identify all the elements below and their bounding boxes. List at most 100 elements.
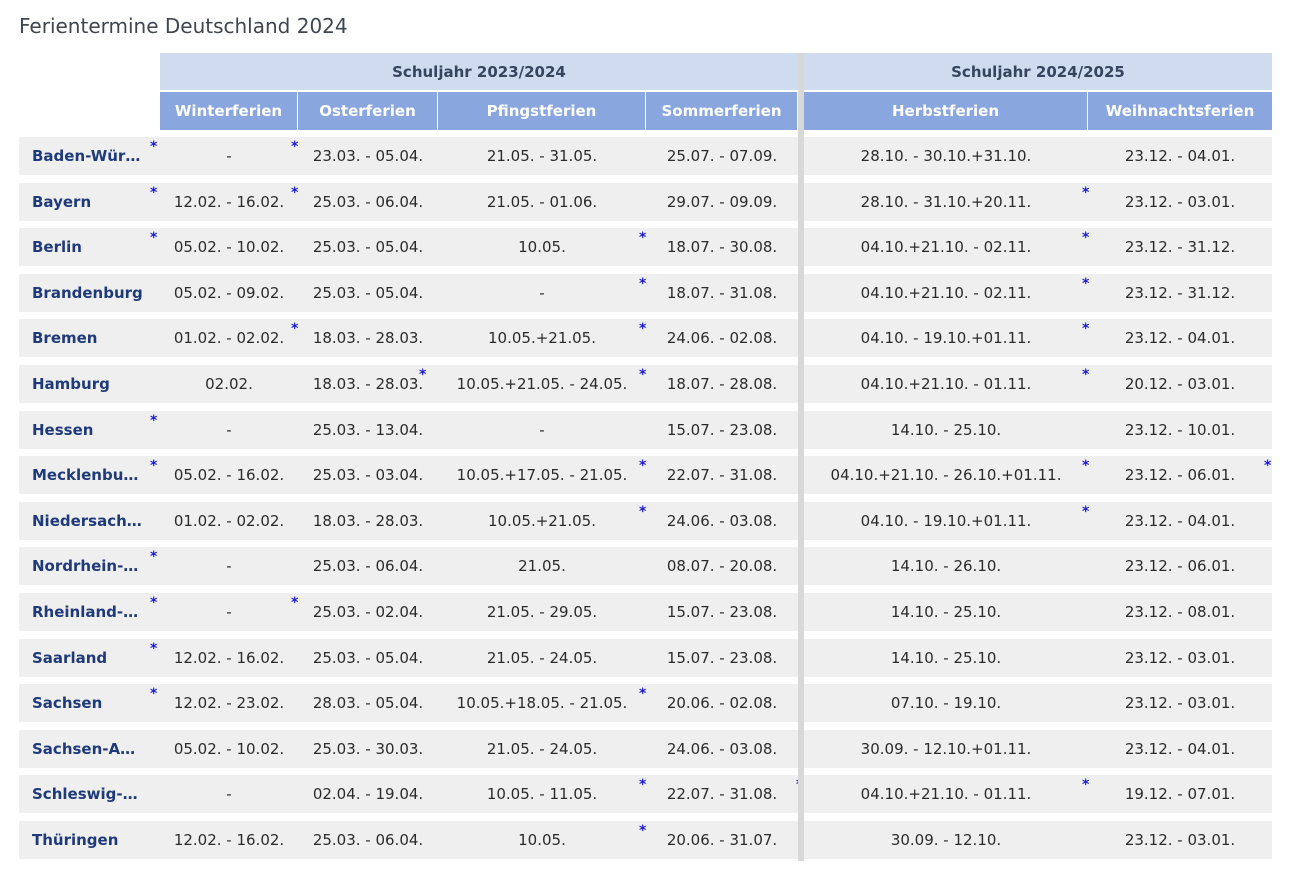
table-cell-winterferien: - [226, 785, 232, 803]
table-cell-osterferien: 18.03. - 28.03. [312, 512, 424, 530]
column-header-weihnachtsferien[interactable]: Weihnachtsferien [1088, 92, 1272, 130]
state-name-link[interactable]: Niedersach… [32, 512, 142, 530]
footnote-asterisk-icon[interactable]: * [150, 595, 158, 611]
state-name-link[interactable]: Thüringen [32, 831, 119, 849]
column-header-winterferien[interactable]: Winterferien [160, 92, 298, 130]
table-cell-winterferien: 01.02. - 02.02. [173, 329, 285, 347]
table-cell-sommerferien: 08.07. - 20.08. [666, 557, 778, 575]
page-title: Ferientermine Deutschland 2024 [19, 14, 348, 38]
table-cell-osterferien: 18.03. - 28.03. [312, 329, 424, 347]
table-cell-pfingstferien: 21.05. - 29.05. [486, 603, 598, 621]
state-name-link[interactable]: Rheinland-… [32, 603, 139, 621]
table-cell-sommerferien: 24.06. - 03.08. [666, 512, 778, 530]
table-cell-herbstferien: 04.10.+21.10. - 26.10.+01.11. [830, 466, 1062, 484]
state-name-link[interactable]: Sachsen [32, 694, 103, 712]
footnote-asterisk-icon[interactable]: * [639, 276, 647, 292]
state-name-link[interactable]: Hessen [32, 421, 94, 439]
table-cell-pfingstferien: 10.05.+17.05. - 21.05. [456, 466, 628, 484]
footnote-asterisk-icon[interactable]: * [150, 641, 158, 657]
table-cell-sommerferien: 18.07. - 31.08. [666, 284, 778, 302]
footnote-asterisk-icon[interactable]: * [1264, 458, 1272, 474]
state-name-link[interactable]: Bremen [32, 329, 98, 347]
footnote-asterisk-icon[interactable]: * [150, 413, 158, 429]
table-cell-herbstferien: 04.10.+21.10. - 01.11. [860, 785, 1032, 803]
table-cell-winterferien: - [226, 557, 232, 575]
table-cell-sommerferien: 15.07. - 23.08. [666, 649, 778, 667]
footnote-asterisk-icon[interactable]: * [291, 139, 299, 155]
table-row: Nordrhein-… - 25.03. - 06.04. 21.05. 08.07. … [19, 547, 1272, 585]
table-cell-herbstferien: 04.10.+21.10. - 02.11. [860, 284, 1032, 302]
table-cell-weihnachtsferien: 23.12. - 03.01. [1124, 694, 1236, 712]
table-cell-sommerferien: 15.07. - 23.08. [666, 603, 778, 621]
column-header-herbstferien[interactable]: Herbstferien [804, 92, 1088, 130]
table-cell-sommerferien: 22.07. - 31.08. [666, 785, 778, 803]
column-header-sommerferien[interactable]: Sommerferien [646, 92, 798, 130]
footnote-asterisk-icon[interactable]: * [639, 230, 647, 246]
table-cell-sommerferien: 20.06. - 31.07. [666, 831, 778, 849]
state-name-link[interactable]: Mecklenbu… [32, 466, 139, 484]
footnote-asterisk-icon[interactable]: * [150, 458, 158, 474]
table-cell-herbstferien: 04.10.+21.10. - 01.11. [860, 375, 1032, 393]
table-cell-osterferien: 28.03. - 05.04. [312, 694, 424, 712]
table-row: Sachsen-A… 05.02. - 10.02. 25.03. - 30.03.… [19, 730, 1272, 768]
footnote-asterisk-icon[interactable]: * [639, 321, 647, 337]
table-cell-osterferien: 25.03. - 05.04. [312, 284, 424, 302]
table-cell-herbstferien: 14.10. - 25.10. [890, 421, 1002, 439]
column-header-osterferien[interactable]: Osterferien [298, 92, 438, 130]
table-row: Berlin 05.02. - 10.02. 25.03. - 05.04. 10.0… [19, 228, 1272, 266]
table-cell-weihnachtsferien: 23.12. - 08.01. [1124, 603, 1236, 621]
footnote-asterisk-icon[interactable]: * [639, 504, 647, 520]
footnote-asterisk-icon[interactable]: * [639, 367, 647, 383]
state-name-link[interactable]: Brandenburg [32, 284, 143, 302]
footnote-asterisk-icon[interactable]: * [291, 595, 299, 611]
table-cell-sommerferien: 29.07. - 09.09. [666, 193, 778, 211]
state-name-link[interactable]: Nordrhein-… [32, 557, 139, 575]
footnote-asterisk-icon[interactable]: * [639, 823, 647, 839]
footnote-asterisk-icon[interactable]: * [291, 321, 299, 337]
footnote-asterisk-icon[interactable]: * [150, 185, 158, 201]
footnote-asterisk-icon[interactable]: * [150, 549, 158, 565]
footnote-asterisk-icon[interactable]: * [291, 185, 299, 201]
footnote-asterisk-icon[interactable]: * [150, 230, 158, 246]
table-cell-pfingstferien: 21.05. - 31.05. [486, 147, 598, 165]
footnote-asterisk-icon[interactable]: * [419, 367, 427, 383]
footnote-asterisk-icon[interactable]: * [639, 458, 647, 474]
table-cell-osterferien: 23.03. - 05.04. [312, 147, 424, 165]
footnote-asterisk-icon[interactable]: * [1082, 504, 1090, 520]
table-cell-weihnachtsferien: 23.12. - 06.01. [1124, 557, 1236, 575]
table-cell-weihnachtsferien: 23.12. - 04.01. [1124, 740, 1236, 758]
table-row: Hamburg 02.02. 18.03. - 28.03. 10.05.+21.05… [19, 365, 1272, 403]
table-cell-weihnachtsferien: 23.12. - 03.01. [1124, 831, 1236, 849]
footnote-asterisk-icon[interactable]: * [1082, 458, 1090, 474]
table-cell-pfingstferien: 10.05. [518, 238, 566, 256]
table-cell-osterferien: 25.03. - 02.04. [312, 603, 424, 621]
footnote-asterisk-icon[interactable]: * [1082, 185, 1090, 201]
state-name-link[interactable]: Sachsen-A… [32, 740, 136, 758]
footnote-asterisk-icon[interactable]: * [639, 686, 647, 702]
footnote-asterisk-icon[interactable]: * [1082, 367, 1090, 383]
state-name-link[interactable]: Schleswig-… [32, 785, 138, 803]
footnote-asterisk-icon[interactable]: * [150, 686, 158, 702]
table-cell-herbstferien: 04.10. - 19.10.+01.11. [860, 329, 1032, 347]
table-cell-pfingstferien: 21.05. - 24.05. [486, 740, 598, 758]
state-name-link[interactable]: Saarland [32, 649, 108, 667]
footnote-asterisk-icon[interactable]: * [1082, 321, 1090, 337]
state-name-link[interactable]: Berlin [32, 238, 82, 256]
table-cell-sommerferien: 18.07. - 28.08. [666, 375, 778, 393]
table-cell-winterferien: 12.02. - 23.02. [173, 694, 285, 712]
footnote-asterisk-icon[interactable]: * [1082, 230, 1090, 246]
footnote-asterisk-icon[interactable]: * [1082, 276, 1090, 292]
table-cell-osterferien: 25.03. - 06.04. [312, 831, 424, 849]
state-name-link[interactable]: Baden-Wür… [32, 147, 141, 165]
state-name-link[interactable]: Bayern [32, 193, 92, 211]
table-row: Hessen - 25.03. - 13.04. - 15.07. - 23.08. 14… [19, 411, 1272, 449]
footnote-asterisk-icon[interactable]: * [639, 777, 647, 793]
footnote-asterisk-icon[interactable]: * [1082, 777, 1090, 793]
table-cell-winterferien: 05.02. - 09.02. [173, 284, 285, 302]
state-name-link[interactable]: Hamburg [32, 375, 110, 393]
column-header-pfingstferien[interactable]: Pfingstferien [438, 92, 646, 130]
table-cell-weihnachtsferien: 23.12. - 04.01. [1124, 147, 1236, 165]
table-cell-pfingstferien: - [539, 421, 545, 439]
table-cell-herbstferien: 14.10. - 25.10. [890, 649, 1002, 667]
footnote-asterisk-icon[interactable]: * [150, 139, 158, 155]
